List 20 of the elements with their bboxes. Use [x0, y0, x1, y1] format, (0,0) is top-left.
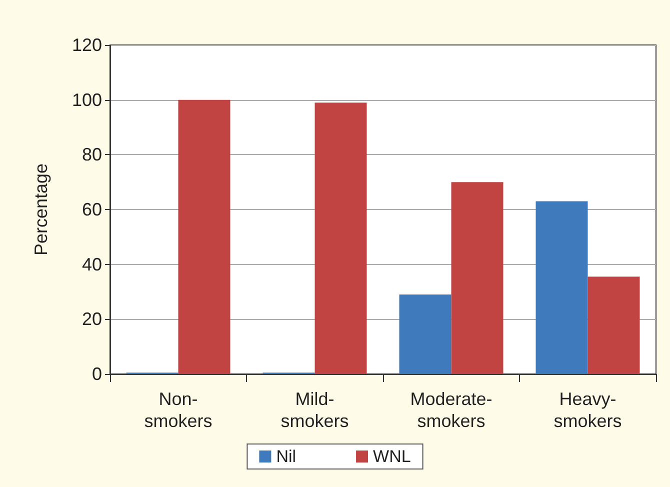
x-tick-label: Mild- smokers — [280, 389, 349, 431]
bar — [536, 201, 588, 374]
y-tick-label: 40 — [82, 254, 102, 274]
y-tick-label: 120 — [72, 35, 102, 55]
bar — [588, 276, 640, 374]
x-tick-label: Moderate- smokers — [410, 389, 492, 431]
legend-label: Nil — [276, 447, 296, 466]
y-tick-label: 80 — [82, 144, 102, 165]
y-axis-title: Percentage — [31, 163, 51, 256]
y-tick-label: 0 — [92, 364, 102, 384]
y-tick-label: 60 — [82, 200, 102, 220]
x-tick-label: Heavy- smokers — [554, 389, 622, 431]
y-tick-label: 100 — [72, 90, 102, 110]
bar — [399, 294, 452, 374]
bar — [314, 102, 367, 374]
y-tick-label: 20 — [82, 309, 102, 330]
bar — [178, 100, 230, 374]
bar — [451, 182, 504, 374]
x-tick-label: Non- smokers — [144, 389, 212, 431]
legend-label: WNL — [373, 447, 411, 466]
